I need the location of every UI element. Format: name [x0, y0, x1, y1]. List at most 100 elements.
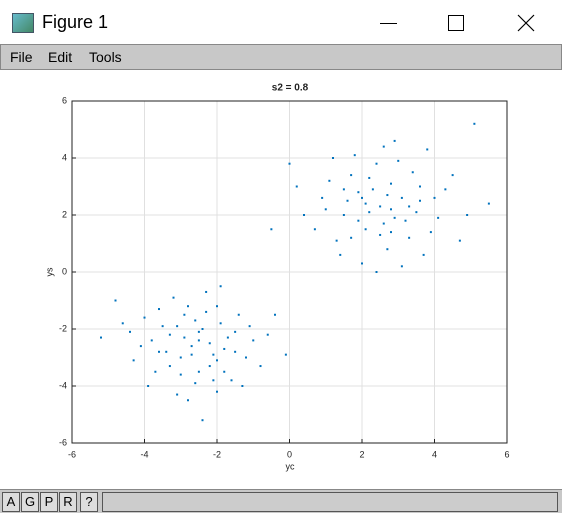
point: [183, 313, 186, 316]
point: [179, 356, 182, 359]
point: [382, 222, 385, 225]
y-tick-label: 0: [62, 266, 67, 276]
x-tick-label: 0: [287, 449, 292, 459]
x-tick-label: -6: [68, 449, 76, 459]
point: [234, 350, 237, 353]
point: [422, 253, 425, 256]
point: [201, 328, 204, 330]
point: [419, 199, 421, 202]
y-tick-label: 6: [62, 95, 67, 105]
point: [371, 188, 374, 191]
chart-title: s2 = 0.8: [272, 83, 309, 94]
point: [368, 176, 371, 179]
point: [205, 290, 208, 293]
point: [114, 299, 117, 302]
toolbar-button[interactable]: R: [59, 492, 77, 512]
point: [212, 353, 215, 356]
minimize-button[interactable]: [380, 23, 397, 24]
point: [150, 339, 153, 342]
point: [386, 194, 389, 197]
point: [158, 308, 160, 311]
point: [444, 188, 447, 191]
point: [451, 174, 454, 177]
point: [121, 322, 124, 325]
point: [194, 319, 197, 322]
point: [165, 350, 168, 353]
point: [353, 154, 356, 157]
point: [375, 162, 378, 165]
y-tick-label: 4: [62, 152, 67, 162]
point: [473, 122, 476, 125]
point: [335, 239, 338, 242]
point: [219, 285, 222, 288]
point: [426, 148, 429, 151]
maximize-button[interactable]: [448, 15, 464, 31]
status-toolbar: A G P R ?: [0, 489, 562, 513]
point: [346, 199, 349, 202]
point: [342, 188, 345, 191]
point: [350, 174, 353, 177]
point: [364, 202, 367, 205]
toolbar-button[interactable]: A: [2, 492, 20, 512]
toolbar-button[interactable]: ?: [80, 492, 98, 512]
point: [168, 333, 171, 336]
point: [324, 208, 327, 211]
chart: s2 = 0.8 yc ys -6 -4 -2 0 2 4 6 -6 -4 -2 0 2 4 6: [44, 83, 509, 472]
point: [429, 231, 432, 234]
point: [197, 330, 200, 333]
point: [183, 336, 186, 339]
point: [226, 336, 229, 339]
point: [357, 191, 360, 194]
x-tick-label: 6: [504, 449, 509, 459]
point: [415, 211, 418, 214]
window-title: Figure 1: [42, 12, 109, 32]
close-button[interactable]: [517, 14, 535, 32]
axes-box: [71, 100, 508, 444]
app-icon: [12, 13, 34, 33]
point: [390, 208, 392, 211]
x-tick-label: -4: [140, 449, 148, 459]
y-tick-label: -6: [59, 437, 67, 447]
point: [487, 202, 490, 205]
point: [129, 330, 131, 333]
point: [252, 339, 255, 342]
point: [176, 393, 179, 396]
point: [216, 305, 218, 308]
point: [466, 214, 469, 216]
point: [357, 219, 360, 222]
menu-item[interactable]: Tools: [89, 49, 122, 65]
point: [419, 185, 421, 188]
point: [313, 228, 316, 231]
point: [143, 316, 146, 319]
point: [216, 390, 218, 393]
menu-item[interactable]: File: [10, 49, 33, 65]
point: [187, 305, 189, 308]
y-tick-label: -2: [59, 323, 67, 333]
point: [205, 310, 208, 313]
point: [237, 313, 240, 316]
point: [458, 239, 461, 242]
point: [390, 182, 392, 185]
point: [284, 353, 287, 356]
point: [382, 145, 385, 148]
point: [393, 216, 396, 219]
point: [179, 373, 182, 376]
point: [154, 370, 157, 373]
point: [245, 356, 247, 359]
point: [201, 419, 204, 422]
menu-item[interactable]: Edit: [48, 49, 73, 65]
point: [158, 350, 160, 353]
point: [223, 347, 226, 350]
point: [219, 322, 222, 325]
point: [208, 342, 211, 345]
point: [248, 325, 251, 328]
point: [408, 236, 411, 239]
toolbar-button[interactable]: P: [40, 492, 58, 512]
point: [270, 228, 273, 231]
point: [379, 205, 382, 208]
toolbar-button[interactable]: G: [21, 492, 39, 512]
point: [328, 179, 331, 182]
point: [241, 385, 244, 387]
point: [139, 345, 142, 348]
